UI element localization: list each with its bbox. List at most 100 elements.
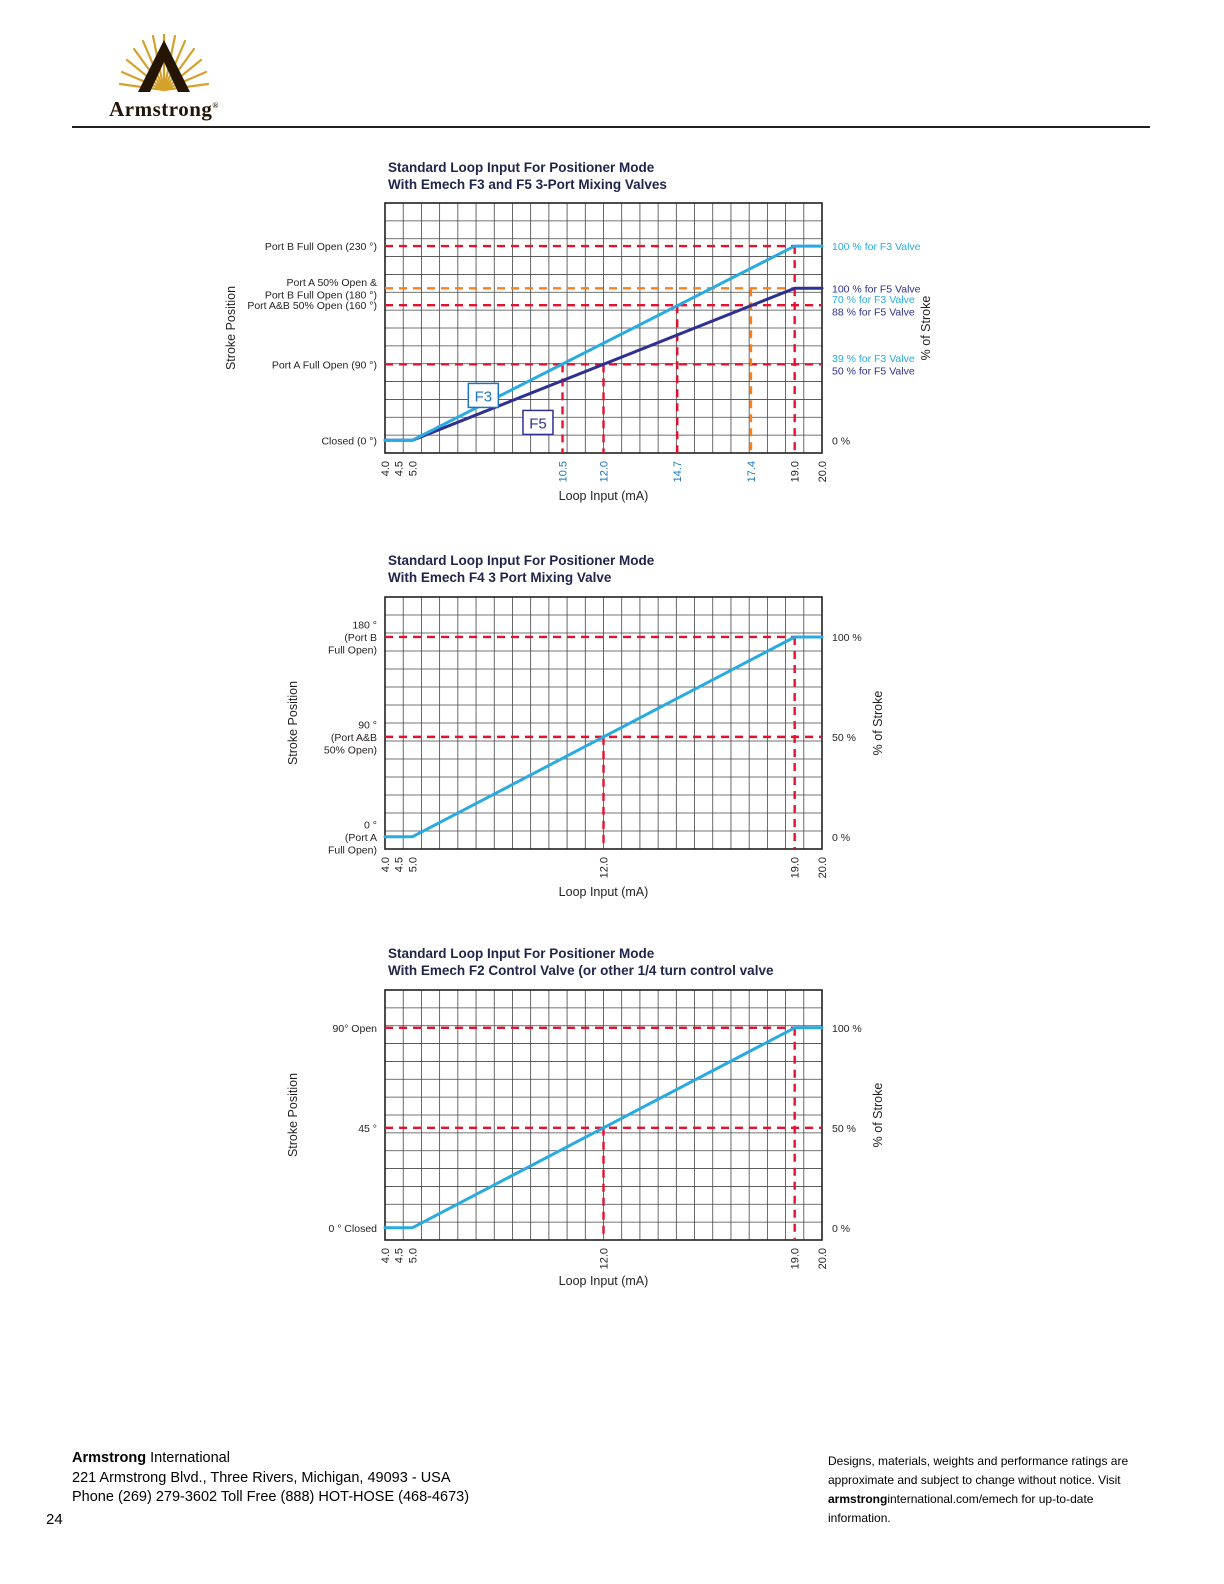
y-tick-label: Port B Full Open (180 °) [265, 290, 377, 302]
y-tick-label: 0 ° [364, 819, 377, 831]
x-tick-label: 5.0 [407, 461, 419, 476]
footer-company-block: Armstrong International 221 Armstrong Bl… [72, 1449, 469, 1508]
x-tick-label: 4.0 [380, 857, 392, 872]
right-value-label: 0 % [832, 832, 850, 844]
right-value-label: 50 % [832, 732, 856, 744]
y-axis-title-left: Stroke Position [286, 681, 300, 765]
y-tick-label: 90° Open [333, 1023, 378, 1035]
footer-address-line: 221 Armstrong Blvd., Three Rivers, Michi… [72, 1469, 451, 1486]
x-tick-label: 12.0 [599, 461, 611, 482]
y-tick-label: Port B Full Open (230 °) [265, 241, 377, 253]
chart2-title: Standard Loop Input For Positioner Mode … [388, 553, 654, 586]
chart3-title-line1: Standard Loop Input For Positioner Mode [388, 946, 655, 961]
chart1-title-line1: Standard Loop Input For Positioner Mode [388, 160, 655, 175]
x-tick-label: 4.5 [394, 461, 406, 476]
chart-f3-f5-mixing-valves: F3 F5 4.0 4.5 5.0 10.5 12.0 14.7 17.4 19.0 20.0 Por… [224, 202, 933, 503]
annotation-label-f3: F3 [475, 388, 493, 405]
footer-disclaimer-block: Designs, materials, weights and performa… [828, 1452, 1158, 1528]
right-value-label: 50 % for F5 Valve [832, 366, 915, 378]
footer-disclaimer-line2: approximate and subject to change withou… [828, 1473, 1121, 1487]
y-tick-label: Port A Full Open (90 °) [272, 359, 377, 371]
y-tick-label: (Port A&B [331, 732, 377, 744]
footer-url-bold: armstrong [828, 1492, 888, 1506]
footer-company-bold: Armstrong [72, 1450, 147, 1466]
y-axis-title-right: % of Stroke [871, 691, 885, 756]
y-axis-title-right: % of Stroke [919, 296, 933, 361]
registered-mark: ® [212, 101, 219, 110]
y-axis-title-left: Stroke Position [224, 286, 238, 370]
chart1-title: Standard Loop Input For Positioner Mode … [388, 160, 667, 193]
series-f4-line [383, 635, 824, 839]
right-value-label: 0 % [832, 435, 850, 447]
x-tick-label: 4.0 [380, 1248, 392, 1263]
y-tick-label: 45 ° [358, 1123, 377, 1135]
footer-company-rest: International [146, 1450, 230, 1466]
x-tick-label: 19.0 [790, 461, 802, 482]
header-divider [72, 126, 1150, 128]
y-tick-label: 50% Open) [324, 744, 377, 756]
y-tick-label: Closed (0 °) [321, 435, 377, 447]
right-value-label: 100 % for F3 Valve [832, 241, 921, 253]
chart2-title-line2: With Emech F4 3 Port Mixing Valve [388, 569, 612, 585]
y-tick-label: Full Open) [328, 844, 377, 856]
annotation-box-f5 [522, 409, 554, 436]
y-tick-label: 90 ° [358, 719, 377, 731]
x-axis-title: Loop Input (mA) [559, 1274, 649, 1288]
y-tick-label: (Port B [344, 632, 377, 644]
right-value-label: 39 % for F3 Valve [832, 353, 915, 365]
chart2-title-line1: Standard Loop Input For Positioner Mode [388, 553, 655, 568]
right-value-label: 100 % [832, 1023, 862, 1035]
x-tick-label: 20.0 [817, 1248, 829, 1269]
x-tick-label: 19.0 [790, 857, 802, 878]
right-value-label: 100 % [832, 632, 862, 644]
page-number: 24 [46, 1511, 63, 1528]
y-tick-label: Port A 50% Open & [287, 277, 377, 289]
footer-disclaimer-line3: armstronginternational.com/emech for up-… [828, 1490, 1158, 1528]
y-tick-label: 180 ° [352, 619, 377, 631]
x-tick-label: 4.5 [394, 1248, 406, 1263]
armstrong-wordmark: Armstrong® [102, 97, 226, 122]
annotation-label-f5: F5 [529, 415, 547, 432]
wordmark-text: Armstrong [109, 97, 213, 121]
chart3-title: Standard Loop Input For Positioner Mode … [388, 946, 773, 979]
chart-f2-control-valve: 4.0 4.5 5.0 12.0 19.0 20.0 90° Open 45 ° 0 ° Clo… [286, 989, 885, 1288]
x-axis-title: Loop Input (mA) [559, 885, 649, 899]
right-value-label: 88 % for F5 Valve [832, 306, 915, 318]
series-f3-line [383, 244, 824, 442]
footer-phone-line: Phone (269) 279-3602 Toll Free (888) HOT… [72, 1489, 470, 1505]
armstrong-logo: Armstrong® [102, 34, 226, 122]
x-tick-label: 10.5 [558, 461, 570, 482]
x-tick-label: 4.5 [394, 857, 406, 872]
chart3-title-line2: With Emech F2 Control Valve (or other 1/… [388, 962, 774, 978]
annotation-box-f3 [467, 382, 500, 409]
y-tick-label: Full Open) [328, 644, 377, 656]
x-tick-label: 5.0 [407, 857, 419, 872]
chart1-title-line2: With Emech F3 and F5 3-Port Mixing Valve… [388, 176, 667, 192]
x-tick-label: 20.0 [817, 857, 829, 878]
series-f2-line [383, 1026, 824, 1230]
armstrong-burst-icon [118, 34, 210, 92]
y-axis-title-right: % of Stroke [871, 1083, 885, 1148]
right-value-label: 50 % [832, 1123, 856, 1135]
y-tick-label: (Port A [345, 832, 377, 844]
footer-company-line: Armstrong International [72, 1449, 469, 1469]
x-tick-label: 12.0 [599, 1248, 611, 1269]
x-tick-label: 12.0 [599, 857, 611, 878]
x-tick-label: 5.0 [407, 1248, 419, 1263]
x-tick-label: 19.0 [790, 1248, 802, 1269]
logo-letter-a [138, 40, 190, 92]
y-tick-label: Port A&B 50% Open (160 °) [247, 300, 377, 312]
y-tick-label: 0 ° Closed [328, 1223, 377, 1235]
footer-disclaimer-line1: Designs, materials, weights and performa… [828, 1454, 1129, 1468]
x-tick-label: 17.4 [746, 461, 758, 482]
y-axis-title-left: Stroke Position [286, 1073, 300, 1157]
right-value-label: 100 % for F5 Valve [832, 283, 921, 295]
footer-url-rest: international.com/emech for up-to-date i… [828, 1492, 1094, 1525]
right-value-label: 0 % [832, 1223, 850, 1235]
x-axis-title: Loop Input (mA) [559, 489, 649, 503]
x-tick-label: 4.0 [380, 461, 392, 476]
right-value-label: 70 % for F3 Valve [832, 294, 915, 306]
x-tick-label: 14.7 [672, 461, 684, 482]
